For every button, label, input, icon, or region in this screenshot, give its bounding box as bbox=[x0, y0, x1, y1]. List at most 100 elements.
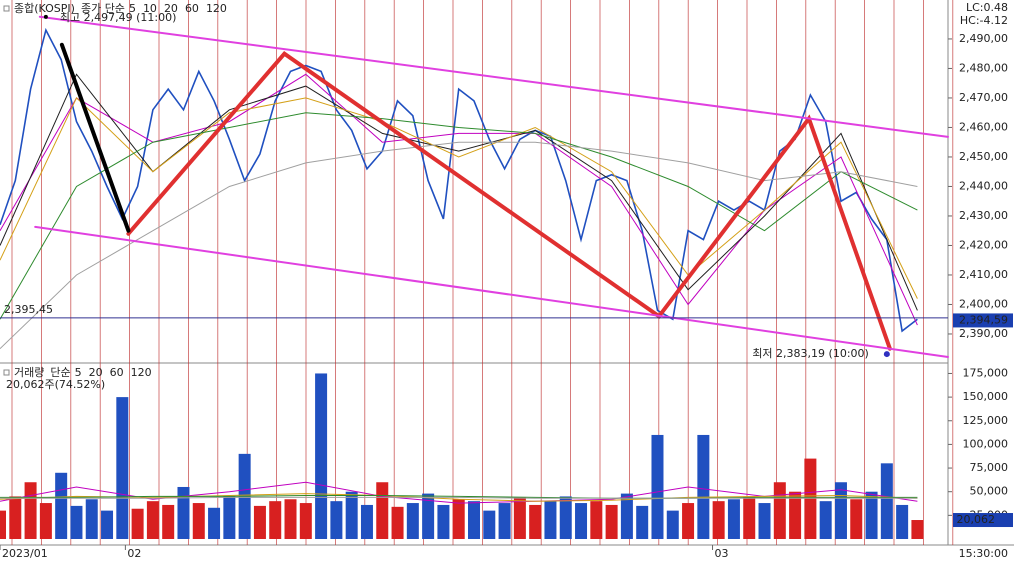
volume-bar bbox=[391, 506, 404, 539]
moving-average bbox=[0, 112, 918, 320]
volume-average bbox=[0, 495, 918, 499]
y-tick-label: 125,000 bbox=[963, 414, 1009, 427]
volume-bar bbox=[116, 397, 129, 539]
volume-bar bbox=[223, 496, 236, 539]
volume-average bbox=[0, 493, 918, 502]
volume-bar bbox=[101, 510, 114, 539]
legend-entry: 120 bbox=[206, 2, 227, 15]
volume-bar bbox=[575, 503, 588, 539]
volume-bar bbox=[498, 503, 511, 539]
volume-bar bbox=[360, 504, 373, 539]
current-volume-box bbox=[953, 513, 1013, 528]
volume-bar bbox=[789, 491, 802, 539]
legend-title: 거래량 bbox=[14, 366, 44, 379]
y-tick-label: 150,000 bbox=[963, 390, 1009, 403]
volume-bar bbox=[70, 505, 83, 539]
volume-bar bbox=[9, 496, 22, 539]
x-tick-label: 2023/01 bbox=[2, 547, 48, 560]
trend-line bbox=[34, 225, 949, 358]
legend-entry: 20 bbox=[89, 366, 103, 379]
volume-bar bbox=[743, 496, 756, 539]
volume-info: 20,062주(74.52%) bbox=[6, 378, 105, 391]
volume-bar bbox=[0, 510, 6, 539]
volume-bar bbox=[85, 499, 98, 539]
volume-bar bbox=[682, 503, 695, 539]
legend-entry: 5 bbox=[129, 2, 136, 15]
y-tick-label: 2,410,00 bbox=[959, 268, 1008, 281]
volume-bar bbox=[773, 482, 786, 539]
current-price-box bbox=[953, 313, 1013, 328]
volume-bar bbox=[544, 501, 557, 539]
y-tick-label: 100,000 bbox=[963, 437, 1009, 450]
y-tick-label: 50,000 bbox=[970, 485, 1009, 498]
moving-average bbox=[0, 141, 918, 350]
volume-bar bbox=[865, 491, 878, 539]
volume-bar bbox=[880, 463, 893, 539]
volume-bar bbox=[712, 501, 725, 539]
volume-bar bbox=[208, 507, 221, 539]
legend-entry: 60 bbox=[110, 366, 124, 379]
volume-bar bbox=[468, 501, 480, 539]
y-tick-label: 2,450,00 bbox=[959, 150, 1008, 163]
frame bbox=[0, 0, 1014, 546]
volume-bar bbox=[727, 499, 740, 539]
legend-label: 단순 bbox=[50, 366, 70, 379]
y-tick-label: 2,490,00 bbox=[959, 32, 1008, 45]
volume-bar bbox=[299, 503, 312, 539]
volume-bar bbox=[697, 434, 710, 539]
moving-average bbox=[0, 97, 918, 299]
legend-marker bbox=[3, 5, 10, 12]
volume-bar bbox=[758, 503, 771, 539]
current-price-label: 2,394,59 bbox=[959, 313, 1008, 326]
volume-bar bbox=[284, 499, 297, 539]
volume-bar bbox=[330, 501, 343, 539]
volume-bar bbox=[636, 505, 649, 539]
high-label: 최고 2,497,49 (11:00) bbox=[60, 11, 177, 24]
low-label: 최저 2,383,19 (10:00) bbox=[752, 347, 869, 360]
volume-bar bbox=[666, 510, 679, 539]
volume-bar bbox=[192, 503, 205, 539]
volume-bar bbox=[590, 501, 603, 539]
volume-bar bbox=[131, 508, 144, 539]
volume-bar bbox=[452, 499, 465, 539]
volume-bar bbox=[834, 482, 847, 539]
volume-bar bbox=[437, 504, 450, 539]
volume-bar bbox=[146, 501, 159, 539]
low-marker bbox=[883, 351, 890, 358]
trend-line bbox=[38, 15, 949, 138]
volume-bar bbox=[162, 504, 175, 539]
legend-marker bbox=[3, 369, 10, 376]
y-tick-label: 2,400,00 bbox=[959, 297, 1008, 310]
current-volume-label: 20,062 bbox=[957, 513, 996, 526]
volume-average bbox=[0, 496, 918, 499]
volume-bar bbox=[620, 493, 633, 539]
y-tick-label: 2,420,00 bbox=[959, 238, 1008, 251]
legend-entry: 20 bbox=[164, 2, 178, 15]
volume-bar bbox=[559, 496, 572, 539]
volume-bar bbox=[345, 491, 358, 539]
y-tick-label: 2,440,00 bbox=[959, 179, 1008, 192]
reference-label: 2,395,45 bbox=[4, 303, 53, 316]
legend-title: 종합(KOSPI) bbox=[14, 2, 75, 15]
volume-bar bbox=[253, 505, 266, 539]
volume-bar bbox=[269, 501, 282, 539]
volume-bar bbox=[483, 510, 496, 539]
y-tick-label: 2,470,00 bbox=[959, 91, 1008, 104]
y-tick-label: 75,000 bbox=[970, 461, 1009, 474]
volume-bar bbox=[39, 503, 52, 539]
x-tick-label: 02 bbox=[127, 547, 141, 560]
volume-bar bbox=[911, 520, 924, 539]
volume-bar bbox=[177, 486, 190, 539]
x-tick-label: 03 bbox=[715, 547, 729, 560]
volume-bar bbox=[529, 504, 542, 539]
volume-bar bbox=[605, 504, 618, 539]
legend-label: 종가 단순 bbox=[81, 2, 125, 15]
y-tick-label: 2,430,00 bbox=[959, 209, 1008, 222]
y-tick-label: 2,390,00 bbox=[959, 327, 1008, 340]
volume-bar bbox=[406, 503, 419, 539]
legend-entry: 5 bbox=[75, 366, 82, 379]
legend-entry: 60 bbox=[185, 2, 199, 15]
high-marker bbox=[43, 14, 48, 19]
